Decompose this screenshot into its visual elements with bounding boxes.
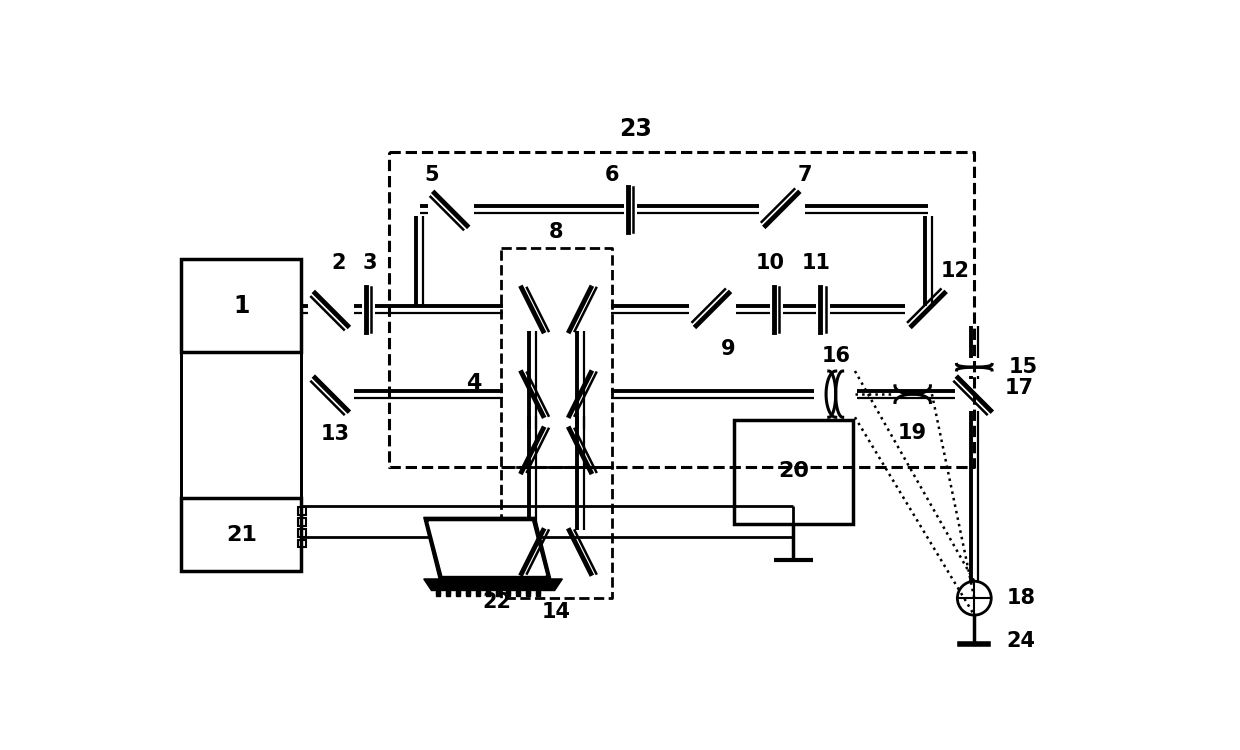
Bar (181, 260, 300, 352)
Text: 7: 7 (797, 165, 812, 184)
Text: 6: 6 (605, 165, 620, 184)
Text: 3: 3 (362, 254, 377, 273)
Text: 22: 22 (482, 592, 511, 612)
Bar (299, 518, 306, 526)
Text: 15: 15 (1009, 357, 1038, 377)
Text: 18: 18 (1007, 588, 1035, 608)
Text: 21: 21 (226, 525, 257, 545)
Text: 8: 8 (549, 223, 563, 242)
Text: 9: 9 (720, 340, 735, 359)
Bar (299, 540, 306, 548)
Text: 13: 13 (321, 424, 350, 444)
Text: 19: 19 (898, 423, 928, 442)
Polygon shape (424, 518, 551, 579)
Bar (734, 419, 853, 524)
Text: 1: 1 (233, 293, 249, 317)
Text: 23: 23 (619, 116, 652, 140)
Text: 16: 16 (821, 346, 851, 366)
Text: 4: 4 (466, 373, 481, 392)
Text: 10: 10 (755, 254, 785, 273)
Text: 17: 17 (1006, 378, 1034, 398)
Text: 5: 5 (424, 165, 439, 184)
Bar (299, 507, 306, 515)
Bar (181, 498, 300, 572)
Text: 20: 20 (777, 461, 808, 482)
Text: 12: 12 (941, 261, 970, 281)
Text: 14: 14 (542, 602, 570, 622)
Polygon shape (424, 579, 563, 590)
Text: 24: 24 (1007, 631, 1035, 650)
Text: 11: 11 (802, 254, 831, 273)
Bar (299, 529, 306, 536)
Text: 2: 2 (332, 254, 346, 273)
Polygon shape (429, 522, 546, 575)
